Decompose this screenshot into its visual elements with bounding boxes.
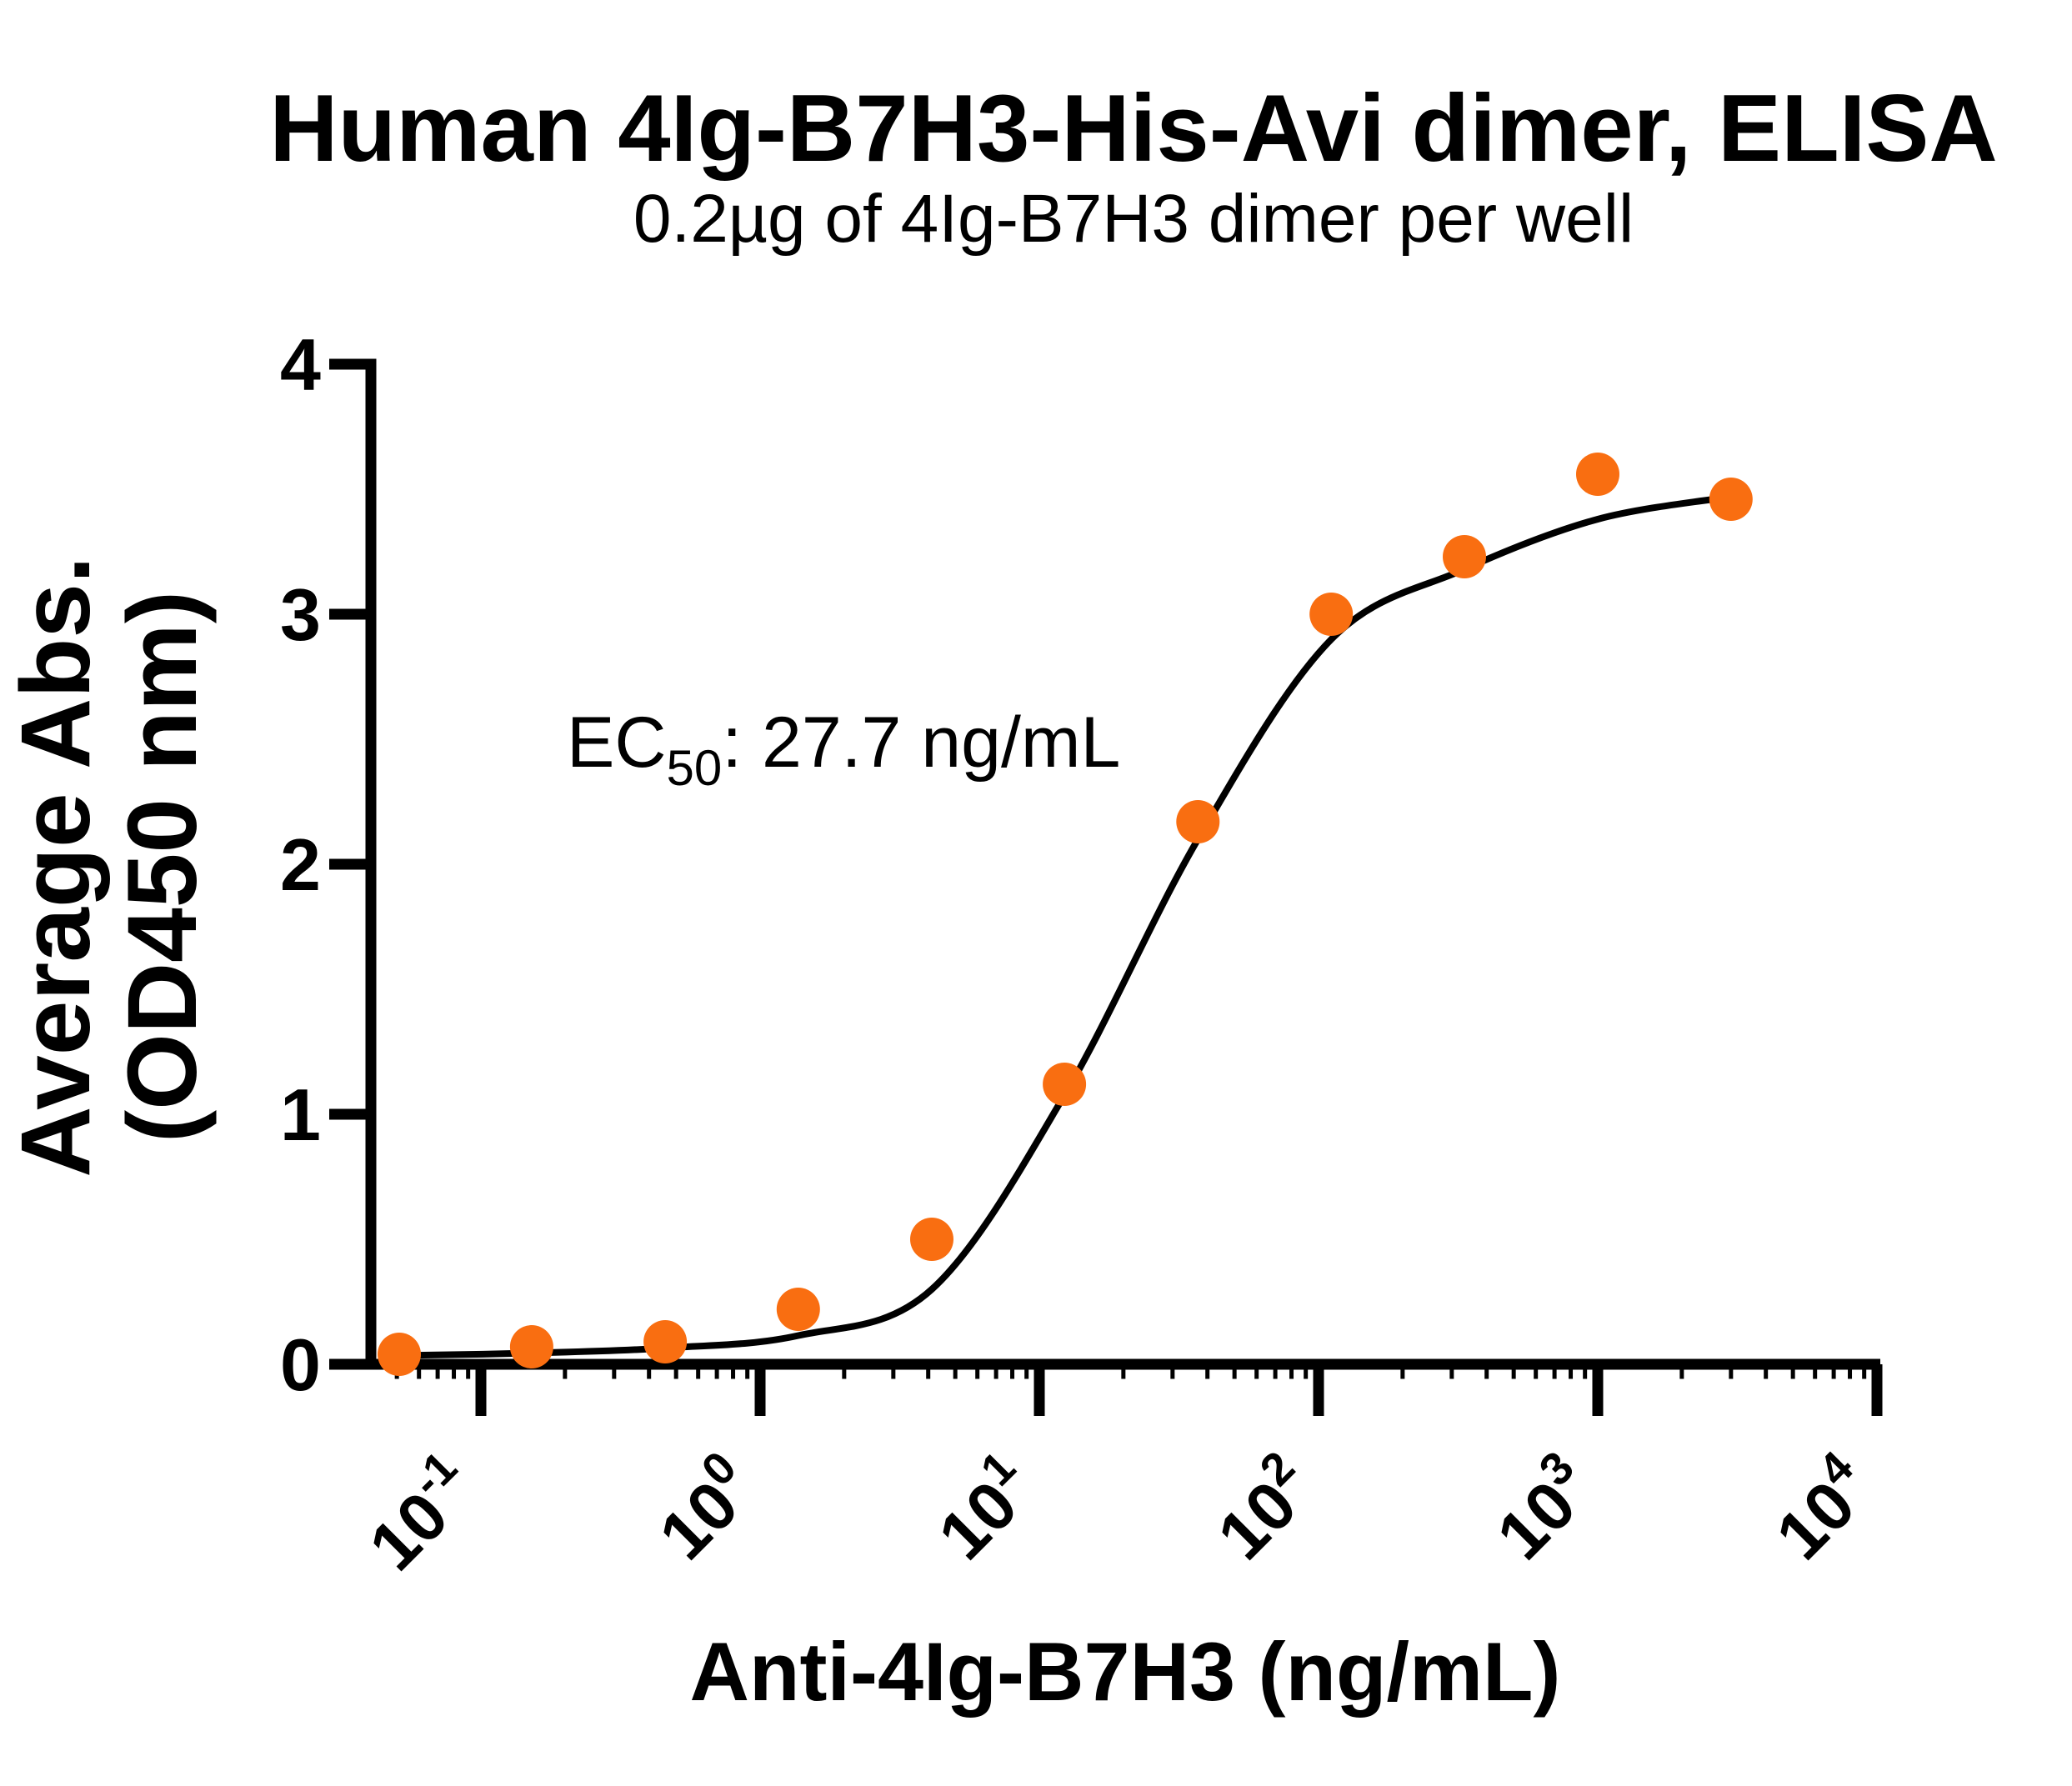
x-tick-label: 101 [917, 1441, 1050, 1574]
y-tick-label: 0 [280, 1323, 321, 1406]
data-point-marker [1709, 478, 1753, 521]
x-minor-tick-mark [563, 1369, 568, 1379]
x-minor-tick-mark [1205, 1369, 1210, 1379]
x-minor-tick-mark [1764, 1369, 1769, 1379]
data-point-marker [509, 1325, 553, 1368]
x-minor-tick-mark [1862, 1369, 1867, 1379]
x-minor-tick-mark [1729, 1369, 1734, 1379]
x-minor-tick-mark [673, 1369, 678, 1379]
data-point-marker [643, 1320, 688, 1363]
x-minor-tick-mark [926, 1369, 931, 1379]
x-minor-tick-mark [1304, 1369, 1309, 1379]
x-minor-tick-mark [1534, 1369, 1539, 1379]
x-minor-tick-mark [1254, 1369, 1259, 1379]
y-tick-mark [329, 858, 371, 870]
x-minor-tick-mark [1024, 1369, 1029, 1379]
x-minor-tick-mark [466, 1369, 471, 1379]
y-tick-label: 2 [280, 823, 321, 906]
y-tick-mark [329, 1358, 371, 1370]
x-minor-tick-mark [731, 1369, 736, 1379]
data-points [378, 453, 1753, 1376]
x-minor-tick-mark [1484, 1369, 1489, 1379]
y-axis-title-line2: (OD450 nm) [108, 591, 218, 1143]
x-minor-tick-mark [612, 1369, 617, 1379]
y-tick-label: 4 [280, 323, 321, 406]
axes [329, 358, 1883, 1416]
x-tick-mark [1033, 1364, 1045, 1416]
x-tick-label: 10-1 [348, 1441, 492, 1585]
x-tick-mark [1592, 1364, 1604, 1416]
x-tick-mark [475, 1364, 487, 1416]
x-minor-tick-mark [953, 1369, 958, 1379]
x-minor-tick-mark [647, 1369, 652, 1379]
data-point-marker [910, 1218, 953, 1261]
data-point-marker [1176, 800, 1220, 843]
x-minor-tick-mark [1569, 1369, 1574, 1379]
x-minor-tick-mark [1121, 1369, 1126, 1379]
x-minor-tick-mark [417, 1369, 422, 1379]
x-axis-title: Anti-4Ig-B7H3 (ng/mL) [690, 1625, 1561, 1718]
y-tick-label: 3 [280, 573, 321, 656]
x-minor-tick-mark [1289, 1369, 1294, 1379]
x-minor-tick-mark [1232, 1369, 1237, 1379]
x-minor-tick-mark [745, 1369, 750, 1379]
x-minor-tick-mark [975, 1369, 980, 1379]
x-tick-mark [1313, 1364, 1324, 1416]
x-tick-label: 102 [1196, 1441, 1329, 1574]
x-minor-tick-mark [1273, 1369, 1278, 1379]
x-tick-label: 103 [1475, 1441, 1609, 1574]
x-minor-tick-mark [891, 1369, 896, 1379]
data-point-marker [378, 1333, 421, 1376]
x-minor-tick-mark [1790, 1369, 1795, 1379]
dose-response-fit-curve [395, 493, 1734, 1359]
x-minor-tick-mark [696, 1369, 701, 1379]
y-axis-title-line1: Average Abs. [1, 556, 111, 1177]
x-minor-tick-mark [1813, 1369, 1818, 1379]
x-tick-label: 100 [638, 1441, 771, 1574]
x-minor-tick-mark [1170, 1369, 1175, 1379]
x-minor-tick-mark [1449, 1369, 1454, 1379]
x-minor-tick-mark [1010, 1369, 1015, 1379]
x-minor-tick-mark [1679, 1369, 1684, 1379]
x-minor-tick-mark [993, 1369, 998, 1379]
y-tick-mark [329, 608, 371, 620]
x-minor-tick-mark [435, 1369, 440, 1379]
y-tick-label: 1 [280, 1073, 321, 1156]
y-tick-mark [329, 1108, 371, 1120]
y-tick-mark [329, 358, 371, 370]
x-minor-tick-mark [714, 1369, 719, 1379]
x-minor-tick-mark [1400, 1369, 1405, 1379]
data-point-marker [1043, 1063, 1087, 1106]
y-tick-labels: 0 1 2 3 4 [280, 323, 321, 1406]
x-tick-label: 104 [1754, 1441, 1888, 1574]
x-minor-tick-mark [1511, 1369, 1516, 1379]
x-tick-mark [754, 1364, 766, 1416]
x-axis-line [365, 1358, 1880, 1370]
chart-title: Human 4Ig-B7H3-His-Avi dimer, ELISA [269, 76, 1998, 182]
x-minor-tick-mark [1831, 1369, 1836, 1379]
x-minor-tick-mark [1848, 1369, 1853, 1379]
x-minor-tick-mark [842, 1369, 847, 1379]
x-minor-tick-mark [452, 1369, 457, 1379]
data-point-marker [1443, 535, 1486, 578]
data-point-marker [1309, 593, 1354, 636]
x-tick-labels: 10-1 100 101 102 103 104 [348, 1441, 1888, 1585]
x-minor-tick-mark [1583, 1369, 1588, 1379]
chart-subtitle: 0.2µg of 4Ig-B7H3 dimer per well [633, 181, 1634, 257]
ec50-annotation: EC50: 27.7 ng/mL [567, 703, 1120, 796]
data-point-marker [776, 1288, 820, 1331]
x-tick-mark [1871, 1364, 1883, 1416]
data-point-marker [1576, 453, 1619, 496]
x-minor-tick-mark [1552, 1369, 1557, 1379]
